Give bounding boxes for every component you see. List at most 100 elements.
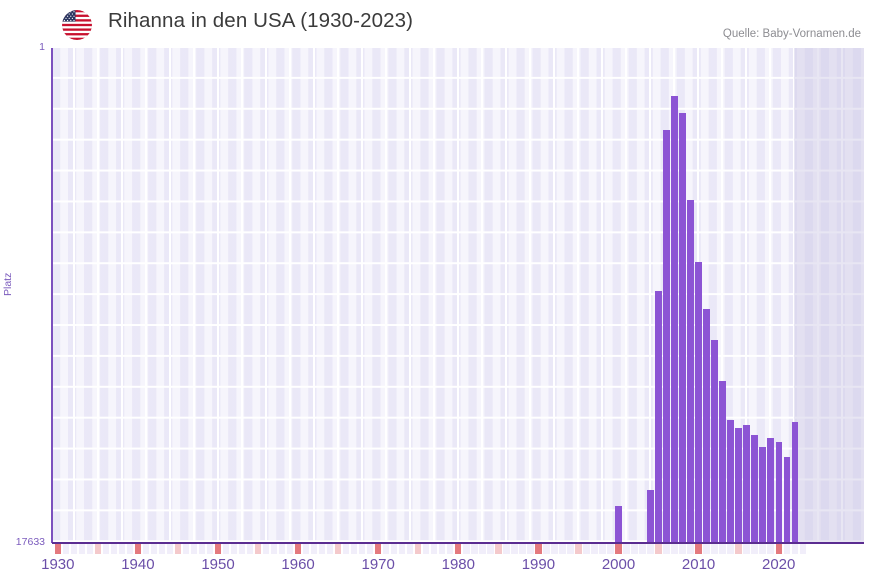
x-axis-tick-minor <box>383 544 390 554</box>
x-axis-tick-minor <box>543 544 550 554</box>
x-axis-tick-minor <box>439 544 446 554</box>
bar[interactable] <box>687 200 694 543</box>
bar[interactable] <box>751 435 758 543</box>
x-axis-tick-major <box>134 544 142 554</box>
x-axis-tick-minor <box>78 544 86 554</box>
bar[interactable] <box>703 308 710 543</box>
x-axis-tick-minor <box>671 544 678 554</box>
x-axis-label: 2020 <box>762 556 796 573</box>
bar[interactable] <box>791 422 798 543</box>
x-axis-tick-minor <box>110 544 118 554</box>
bar[interactable] <box>711 339 718 543</box>
x-axis-tick-minor <box>126 544 134 554</box>
x-axis-tick-minor <box>198 544 206 554</box>
x-axis-tick-minor <box>719 544 726 554</box>
x-axis-tick-minor <box>679 544 686 554</box>
x-axis-label: 1940 <box>121 556 155 573</box>
x-axis-tick-minor <box>447 544 454 554</box>
x-axis-tick-minor <box>166 544 174 554</box>
x-axis-tick-minor <box>358 544 366 554</box>
x-axis-tick-minor <box>286 544 294 554</box>
x-axis-tick-minor <box>254 544 262 554</box>
x-axis-tick-minor <box>158 544 166 554</box>
x-axis-tick-minor <box>639 544 646 554</box>
x-axis-tick-minor <box>743 544 750 554</box>
bar[interactable] <box>759 446 766 543</box>
x-axis-tick-minor <box>703 544 710 554</box>
bar-series <box>52 48 864 543</box>
bar[interactable] <box>647 489 654 543</box>
x-axis-tick-minor <box>487 544 494 554</box>
x-axis-tick-minor <box>62 544 69 554</box>
x-axis-tick-minor <box>791 544 798 554</box>
bar[interactable] <box>767 437 774 543</box>
x-axis-tick-minor <box>687 544 694 554</box>
x-axis-tick-major <box>214 544 222 554</box>
page-title: Rihanna in den USA (1930-2023) <box>108 9 414 32</box>
bar[interactable] <box>735 427 742 543</box>
x-axis-tick-minor <box>86 544 94 554</box>
x-axis-label: 1990 <box>521 556 556 573</box>
bar[interactable] <box>743 424 750 543</box>
source-attribution: Quelle: Baby-Vornamen.de <box>722 28 861 40</box>
x-axis-tick-minor <box>711 544 718 554</box>
x-axis-tick-minor <box>399 544 406 554</box>
x-axis-tick-minor <box>591 544 598 554</box>
x-axis-tick-minor <box>206 544 214 554</box>
x-axis-tick-minor <box>334 544 342 554</box>
x-axis-tick-minor <box>503 544 510 554</box>
bar[interactable] <box>655 290 662 543</box>
bar[interactable] <box>671 95 678 543</box>
bar[interactable] <box>695 262 702 543</box>
x-axis-tick-major <box>294 544 302 554</box>
x-axis-tick-minor <box>94 544 102 554</box>
x-axis-tick-minor <box>415 544 422 554</box>
x-axis-tick-minor <box>174 544 182 554</box>
x-axis-tick-minor <box>190 544 198 554</box>
x-axis-tick-minor <box>567 544 574 554</box>
x-axis-tick-major <box>615 544 622 554</box>
x-axis-tick-minor <box>511 544 518 554</box>
bar[interactable] <box>783 456 790 543</box>
x-axis-label: 1970 <box>361 556 395 573</box>
x-axis-label: 2000 <box>601 556 636 573</box>
x-axis-tick-major <box>455 544 462 554</box>
x-axis-tick-minor <box>118 544 126 554</box>
chart-header: Rihanna in den USA (1930-2023) Quelle: B… <box>0 0 873 48</box>
x-axis-tick-minor <box>222 544 230 554</box>
bar[interactable] <box>727 419 734 543</box>
x-axis-line <box>52 542 864 544</box>
x-axis-tick-minor <box>407 544 414 554</box>
bar[interactable] <box>663 130 670 543</box>
x-axis-tick-major <box>695 544 702 554</box>
y-axis-line <box>51 48 53 543</box>
x-axis-tick-minor <box>102 544 110 554</box>
x-axis-tick-minor <box>575 544 582 554</box>
bar[interactable] <box>719 381 726 543</box>
x-axis-label: 1960 <box>281 556 315 573</box>
x-axis-tick-minor <box>431 544 438 554</box>
x-axis-tick-minor <box>471 544 478 554</box>
x-axis-tick-minor <box>262 544 270 554</box>
x-axis-tick-minor <box>559 544 566 554</box>
bar[interactable] <box>679 112 686 543</box>
no-data-band <box>794 48 864 543</box>
x-axis-tick-minor <box>551 544 558 554</box>
x-axis-tick-minor <box>527 544 534 554</box>
bar[interactable] <box>775 442 782 543</box>
x-axis-tick-minor <box>238 544 246 554</box>
x-axis-label: 1930 <box>41 556 75 573</box>
y-axis-bottom-label: 17633 <box>15 536 45 548</box>
bar[interactable] <box>615 505 622 543</box>
x-axis-tick-minor <box>799 544 806 554</box>
x-axis-tick-minor <box>655 544 662 554</box>
x-axis-tick-minor <box>318 544 326 554</box>
x-axis-tick-major <box>535 544 542 554</box>
x-axis-tick-minor <box>631 544 638 554</box>
x-axis-tick-minor <box>735 544 742 554</box>
x-axis-tick-minor <box>326 544 334 554</box>
x-axis-tick-major <box>375 544 382 554</box>
x-axis-tick-minor <box>519 544 526 554</box>
x-axis-tick-minor <box>783 544 790 554</box>
x-axis-tick-minor <box>270 544 278 554</box>
